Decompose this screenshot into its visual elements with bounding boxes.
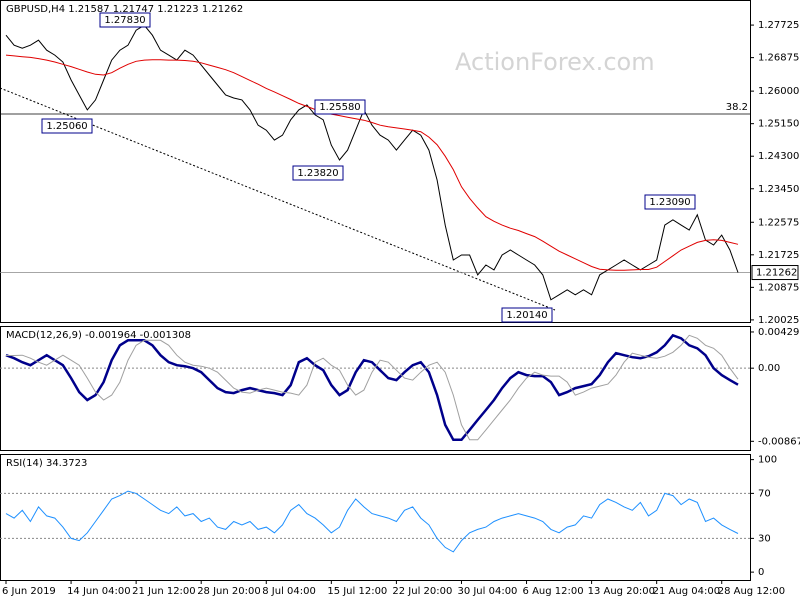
y-tick-label: 1.23450: [758, 184, 799, 195]
series-line: [5, 54, 739, 271]
y-tick-label: 1.25150: [758, 119, 799, 130]
x-tick-label: 6 Aug 12:00: [523, 586, 584, 597]
y-tick-label: 0: [758, 567, 764, 578]
y-tick-label: 1.26000: [758, 86, 799, 97]
annotation-box: [501, 307, 553, 323]
x-tick-label: 30 Jul 04:00: [457, 586, 517, 597]
series-line: [5, 490, 739, 553]
y-tick-label: 1.20025: [758, 315, 799, 326]
y-tick-label: 100: [758, 455, 777, 466]
watermark: ActionForex.com: [455, 48, 655, 76]
y-tick-label: 0.00: [758, 363, 780, 374]
x-tick-label: 8 Jul 04:00: [262, 586, 316, 597]
series-line: [5, 333, 739, 442]
series-line: [5, 24, 739, 301]
current-price-label: 1.21262: [756, 268, 797, 279]
annotation-box: [99, 12, 151, 28]
y-tick-label: 1.27725: [758, 20, 799, 31]
x-tick-label: 28 Aug 12:00: [718, 586, 785, 597]
y-tick-label: 30: [758, 533, 771, 544]
panel-title: GBPUSD,H4 1.21587 1.21747 1.21223 1.2126…: [6, 4, 243, 15]
x-tick-label: 14 Jun 04:00: [67, 586, 131, 597]
panel-frame: [0, 454, 751, 581]
panel-frame: [0, 0, 751, 323]
panel-frame: [0, 326, 751, 451]
annotation-label: 1.23090: [649, 197, 690, 208]
fib-label: 38.2: [726, 102, 748, 113]
series-line: [6, 334, 739, 441]
y-tick-label: 1.24300: [758, 151, 799, 162]
y-tick-label: -0.00867: [758, 436, 800, 447]
y-tick-label: 1.20875: [758, 282, 799, 293]
annotation-box: [292, 165, 344, 181]
x-tick-label: 28 Jun 20:00: [197, 586, 261, 597]
y-tick-label: 0.004293: [758, 327, 800, 338]
annotation-box: [314, 99, 366, 115]
x-tick-label: 6 Jun 2019: [2, 586, 56, 597]
y-tick-label: 1.22575: [758, 217, 799, 228]
y-tick-label: 1.26875: [758, 53, 799, 64]
annotation-label: 1.27830: [104, 15, 145, 26]
panel-title: MACD(12,26,9) -0.001964 -0.001308: [6, 330, 191, 341]
annotation-label: 1.23820: [297, 168, 338, 179]
y-tick-label: 1.21725: [758, 250, 799, 261]
annotation-label: 1.25580: [319, 102, 360, 113]
panel-title: RSI(14) 34.3723: [6, 458, 87, 469]
annotation-box: [41, 118, 93, 134]
annotation-label: 1.20140: [506, 310, 547, 321]
x-tick-label: 21 Aug 04:00: [653, 586, 720, 597]
x-tick-label: 21 Jun 12:00: [132, 586, 196, 597]
annotation-box: [644, 194, 696, 210]
x-tick-label: 13 Aug 20:00: [588, 586, 655, 597]
x-tick-label: 15 Jul 12:00: [327, 586, 387, 597]
annotation-label: 1.25060: [46, 121, 87, 132]
y-tick-label: 70: [758, 488, 771, 499]
current-price-box: [751, 265, 799, 281]
x-tick-label: 22 Jul 20:00: [392, 586, 452, 597]
